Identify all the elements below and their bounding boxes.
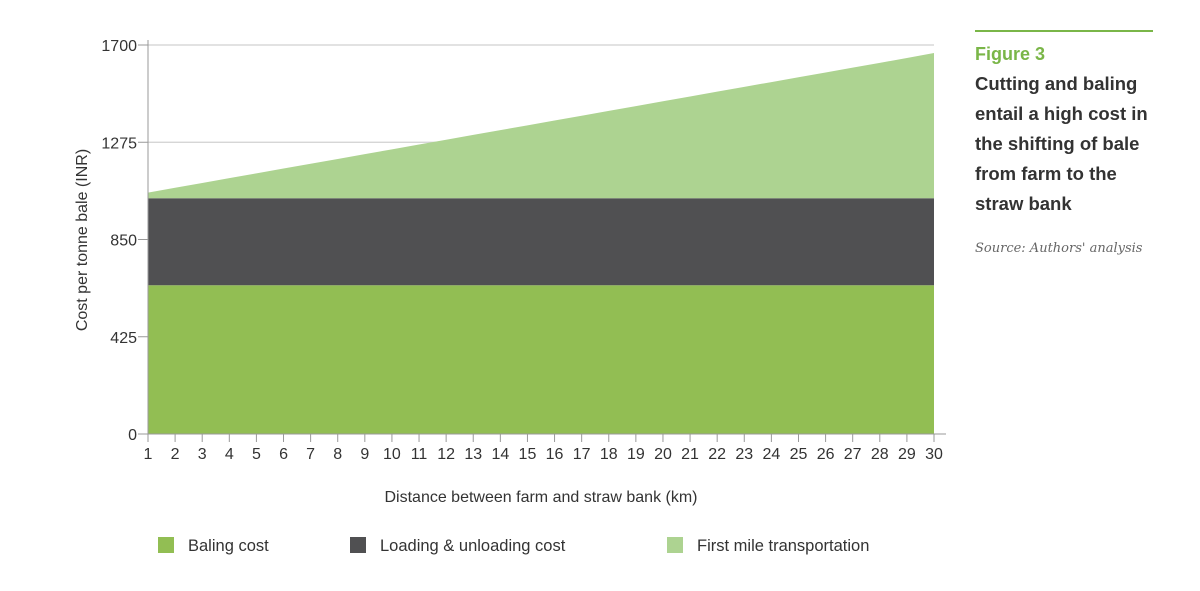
y-tick-label: 425: [110, 330, 137, 347]
x-tick-label: 19: [627, 446, 645, 463]
x-tick-label: 30: [925, 446, 943, 463]
x-tick-label: 29: [898, 446, 916, 463]
x-tick-label: 18: [600, 446, 618, 463]
x-tick-label: 1: [144, 446, 153, 463]
x-tick-label: 24: [762, 446, 780, 463]
y-axis-label: Cost per tonne bale (INR): [74, 149, 91, 331]
legend-swatch: [158, 537, 174, 553]
x-tick-label: 12: [437, 446, 455, 463]
legend-swatch: [350, 537, 366, 553]
x-axis-label: Distance between farm and straw bank (km…: [384, 489, 697, 506]
y-tick-label: 0: [128, 427, 137, 444]
x-tick-label: 9: [360, 446, 369, 463]
x-tick-label: 22: [708, 446, 726, 463]
y-tick-label: 1700: [101, 38, 137, 55]
x-tick-label: 27: [844, 446, 862, 463]
x-tick-label: 7: [306, 446, 315, 463]
legend-label: First mile transportation: [697, 537, 869, 555]
x-tick-label: 17: [573, 446, 591, 463]
x-tick-label: 26: [817, 446, 835, 463]
divider: [975, 30, 1153, 32]
x-tick-label: 11: [411, 446, 428, 463]
legend-label: Loading & unloading cost: [380, 537, 566, 555]
y-tick-label: 850: [110, 233, 137, 250]
legend-label: Baling cost: [188, 537, 269, 555]
x-tick-label: 16: [546, 446, 564, 463]
legend-swatch: [667, 537, 683, 553]
x-tick-label: 13: [464, 446, 482, 463]
x-tick-label: 23: [735, 446, 753, 463]
x-tick-label: 25: [790, 446, 808, 463]
x-tick-label: 5: [252, 446, 261, 463]
x-tick-label: 10: [383, 446, 401, 463]
area-series: [148, 53, 934, 434]
series-area: [148, 53, 934, 199]
x-tick-label: 6: [279, 446, 288, 463]
figure-label: Figure 3: [975, 44, 1046, 64]
series-area: [148, 285, 934, 434]
x-tick-label: 4: [225, 446, 234, 463]
x-tick-label: 28: [871, 446, 889, 463]
x-tick-label: 2: [171, 446, 180, 463]
figure-caption: Cutting and baling entail a high cost in…: [975, 73, 1148, 214]
x-tick-label: 15: [519, 446, 537, 463]
figure-caption-panel: Figure 3 Cutting and baling entail a hig…: [975, 30, 1155, 259]
x-tick-label: 3: [198, 446, 207, 463]
y-tick-label: 1275: [101, 135, 137, 152]
series-area: [148, 198, 934, 286]
legend: Baling cost Loading & unloading cost First…: [158, 537, 869, 555]
x-tick-label: 8: [333, 446, 342, 463]
figure-source: Source: Authors' analysis: [975, 241, 1143, 256]
x-tick-label: 21: [681, 446, 699, 463]
x-tick-label: 14: [491, 446, 509, 463]
x-tick-label: 20: [654, 446, 672, 463]
